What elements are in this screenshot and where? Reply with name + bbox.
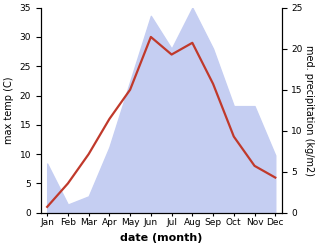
Y-axis label: med. precipitation (kg/m2): med. precipitation (kg/m2) <box>304 45 314 176</box>
Y-axis label: max temp (C): max temp (C) <box>4 76 14 144</box>
X-axis label: date (month): date (month) <box>120 233 203 243</box>
